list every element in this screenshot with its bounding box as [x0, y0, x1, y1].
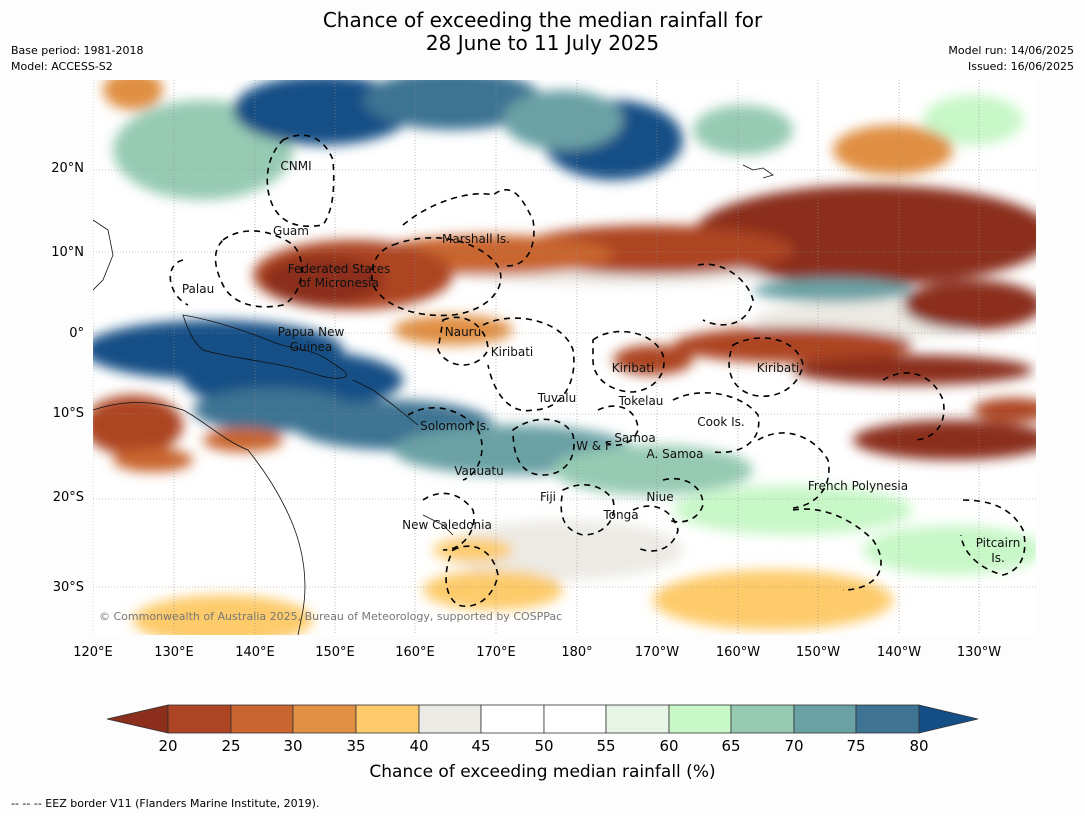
- label-pitcairn-line1: Pitcairn: [976, 536, 1021, 550]
- lon-label-150w: 150°W: [795, 645, 841, 660]
- label-guam: Guam: [273, 224, 309, 238]
- label-solomon-is: Solomon Is.: [420, 419, 490, 433]
- title-line-2: 28 June to 11 July 2025: [425, 31, 660, 55]
- label-kiribati-central: Kiribati: [612, 361, 654, 375]
- label-fsm-line2: of Micronesia: [299, 276, 379, 290]
- lon-label-140w: 140°W: [876, 645, 922, 660]
- colorbar-tick-20: 20: [158, 737, 178, 755]
- label-fsm-line1: Federated States: [288, 262, 390, 276]
- colorbar-bin-60-65: [668, 704, 732, 734]
- label-niue: Niue: [646, 490, 673, 504]
- label-png-line1: Papua New: [278, 325, 345, 339]
- label-american-samoa: A. Samoa: [647, 447, 704, 461]
- lon-label-160e: 160°E: [395, 645, 435, 660]
- colorbar-bin-45-50: [480, 704, 545, 734]
- colorbar-tick-65: 65: [721, 737, 741, 755]
- coastlines: [93, 164, 774, 635]
- colorbar-bin-25-30: [230, 704, 294, 734]
- rainfall-probability-map: © Commonwealth of Australia 2025, Bureau…: [93, 80, 1036, 635]
- lat-label-20s: 20°S: [52, 490, 84, 505]
- colorbar-bin-40-45: [418, 704, 482, 734]
- colorbar-tick-30: 30: [283, 737, 303, 755]
- lat-label-10n: 10°N: [51, 245, 84, 260]
- colorbar-tick-35: 35: [346, 737, 366, 755]
- colorbar-tick-50: 50: [534, 737, 554, 755]
- graticule: [93, 80, 1036, 635]
- label-cnmi: CNMI: [280, 159, 311, 173]
- colorbar-bin-20-25: [167, 704, 232, 734]
- label-tokelau: Tokelau: [618, 394, 664, 408]
- colorbar-tick-80: 80: [909, 737, 929, 755]
- label-vanuatu: Vanuatu: [454, 464, 504, 478]
- colorbar-bin-35-40: [355, 704, 420, 734]
- lon-label-130w: 130°W: [956, 645, 1002, 660]
- lon-label-150e: 150°E: [315, 645, 355, 660]
- copyright-notice: © Commonwealth of Australia 2025, Bureau…: [99, 610, 562, 623]
- model-run: Model run: 14/06/2025: [948, 44, 1074, 57]
- rainfall-field: [93, 80, 1036, 635]
- label-kiribati-east: Kiribati: [757, 361, 799, 375]
- lat-label-20n: 20°N: [51, 161, 84, 176]
- region-labels: CNMI Guam Marshall Is. Federated States …: [182, 159, 1020, 565]
- colorbar-bin-65-70: [730, 704, 795, 734]
- colorbar-tick-70: 70: [784, 737, 804, 755]
- lat-label-10s: 10°S: [52, 406, 84, 421]
- colorbar-low-extension: [106, 704, 169, 734]
- colorbar-tick-45: 45: [471, 737, 491, 755]
- model-name: Model: ACCESS-S2: [11, 60, 113, 73]
- eez-borders: [169, 134, 1026, 607]
- label-nauru: Nauru: [445, 325, 481, 339]
- label-palau: Palau: [182, 282, 214, 296]
- lon-label-170e: 170°E: [476, 645, 516, 660]
- lon-label-170w: 170°W: [634, 645, 680, 660]
- colorbar-tick-40: 40: [409, 737, 429, 755]
- colorbar-high-extension: [918, 704, 979, 734]
- issued-date: Issued: 16/06/2025: [967, 60, 1074, 73]
- colorbar-bin-30-35: [292, 704, 357, 734]
- colorbar-title: Chance of exceeding median rainfall (%): [369, 762, 716, 782]
- colorbar-tick-75: 75: [846, 737, 866, 755]
- lon-label-130e: 130°E: [154, 645, 194, 660]
- colorbar-bin-50-55: [543, 704, 607, 734]
- label-cook-is: Cook Is.: [697, 415, 744, 429]
- colorbar: [106, 704, 979, 734]
- label-new-caledonia: New Caledonia: [402, 518, 492, 532]
- label-tuvalu: Tuvalu: [537, 391, 577, 405]
- lon-label-140e: 140°E: [235, 645, 275, 660]
- label-pitcairn-line2: Is.: [991, 551, 1005, 565]
- lon-label-160w: 160°W: [715, 645, 761, 660]
- label-tonga: Tonga: [602, 508, 638, 522]
- base-period: Base period: 1981-2018: [11, 44, 144, 57]
- colorbar-tick-60: 60: [659, 737, 679, 755]
- label-wallis-futuna: W & F: [576, 439, 612, 453]
- colorbar-bin-70-75: [793, 704, 857, 734]
- lon-label-180: 180°: [561, 645, 593, 660]
- label-marshall-is: Marshall Is.: [442, 232, 510, 246]
- title-line-1: Chance of exceeding the median rainfall …: [322, 8, 763, 32]
- lon-label-120e: 120°E: [73, 645, 113, 660]
- colorbar-tick-25: 25: [221, 737, 241, 755]
- colorbar-tick-55: 55: [596, 737, 616, 755]
- colorbar-bin-55-60: [605, 704, 670, 734]
- lat-label-30s: 30°S: [52, 580, 84, 595]
- colorbar-bin-75-80: [855, 704, 920, 734]
- eez-footnote: -- -- -- EEZ border V11 (Flanders Marine…: [11, 797, 320, 810]
- label-fiji: Fiji: [540, 490, 556, 504]
- lat-label-equator: 0°: [69, 326, 84, 341]
- label-kiribati-west: Kiribati: [491, 345, 533, 359]
- label-french-polynesia: French Polynesia: [808, 479, 908, 493]
- label-png-line2: Guinea: [290, 340, 333, 354]
- label-samoa: Samoa: [614, 431, 655, 445]
